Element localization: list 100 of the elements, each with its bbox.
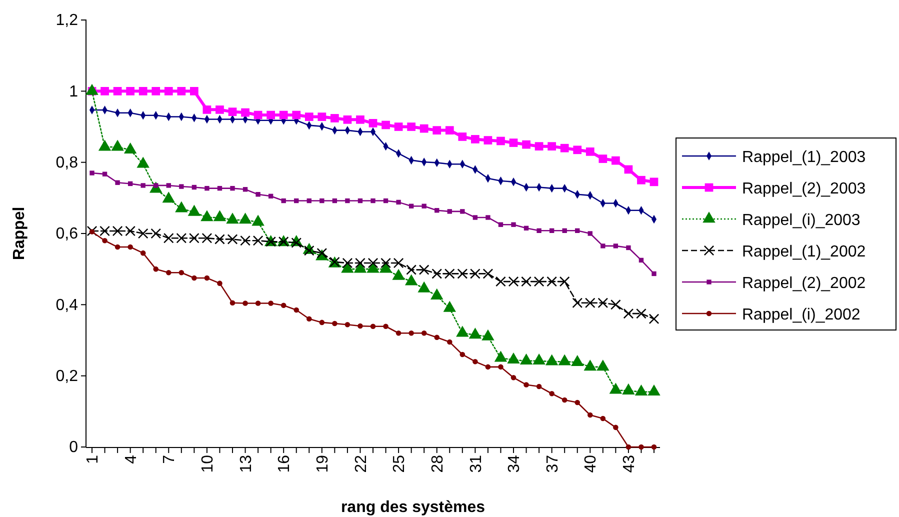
point: [253, 236, 264, 246]
point: [102, 172, 108, 176]
point: [330, 114, 339, 122]
point: [650, 178, 658, 186]
point: [536, 384, 542, 390]
legend-label: Rappel_(i)_2002: [742, 306, 860, 324]
point: [332, 198, 338, 204]
point: [562, 397, 568, 403]
x-tick-label: 31: [468, 454, 485, 473]
legend-label: Rappel_(i)_2003: [742, 212, 860, 229]
point: [166, 270, 172, 276]
point: [256, 192, 260, 197]
point: [241, 108, 250, 117]
point: [268, 300, 274, 306]
point: [572, 298, 582, 308]
point: [90, 170, 94, 176]
point: [623, 308, 634, 319]
x-tick-label: 25: [391, 454, 408, 473]
point: [588, 231, 592, 236]
point: [370, 198, 376, 204]
point: [613, 424, 618, 430]
point: [343, 115, 352, 124]
point: [242, 187, 248, 192]
point: [574, 400, 580, 406]
point: [458, 132, 467, 141]
y-axis-title: Rappel: [11, 206, 28, 260]
point: [587, 412, 593, 418]
point: [383, 198, 388, 204]
point: [128, 244, 133, 250]
point: [421, 330, 427, 336]
point: [164, 86, 173, 96]
point: [254, 110, 262, 120]
point: [573, 146, 582, 154]
point: [598, 154, 608, 163]
point: [637, 176, 646, 184]
point: [140, 250, 146, 256]
x-tick-label: 4: [122, 454, 140, 464]
point: [548, 142, 556, 151]
point: [509, 138, 518, 147]
point: [585, 298, 596, 308]
point: [368, 119, 378, 128]
point: [432, 268, 442, 279]
point: [382, 120, 390, 130]
point: [511, 222, 516, 227]
point: [138, 86, 148, 96]
point: [370, 324, 376, 330]
x-tick-label: 1: [84, 454, 102, 464]
point: [432, 126, 442, 134]
point: [394, 122, 403, 131]
point: [636, 308, 646, 319]
point: [546, 276, 557, 287]
y-tick-label: 0,6: [56, 226, 78, 243]
point: [649, 314, 659, 324]
point: [281, 198, 286, 204]
x-tick-label: 7: [161, 454, 178, 464]
point: [166, 183, 171, 188]
point: [304, 246, 314, 256]
point: [498, 364, 504, 370]
point: [460, 209, 465, 214]
point: [230, 300, 236, 306]
point: [255, 300, 261, 306]
point: [486, 215, 490, 220]
point: [202, 233, 212, 244]
point: [332, 320, 338, 326]
x-tick-label: 10: [200, 454, 217, 473]
point: [457, 268, 468, 279]
point: [446, 339, 452, 345]
point: [447, 209, 452, 214]
point: [190, 86, 198, 96]
point: [100, 226, 110, 236]
point: [408, 330, 414, 336]
point: [304, 112, 314, 121]
legend-label: Rappel_(1)_2003: [742, 149, 866, 166]
legend-label: Rappel_(1)_2002: [742, 244, 866, 260]
point: [294, 307, 300, 313]
point: [422, 204, 426, 208]
point: [472, 215, 478, 220]
point: [202, 105, 212, 114]
point: [150, 228, 161, 238]
point: [128, 181, 133, 186]
legend-label: Rappel_(2)_2002: [742, 275, 866, 292]
point: [471, 135, 480, 144]
point: [610, 300, 621, 310]
point: [152, 86, 160, 96]
point: [624, 165, 633, 174]
point: [586, 147, 594, 156]
y-tick-label: 0,8: [56, 154, 78, 172]
point: [294, 198, 299, 204]
x-tick-label: 34: [506, 454, 524, 473]
point: [280, 302, 286, 308]
point: [434, 334, 440, 340]
point: [408, 204, 414, 208]
point: [407, 122, 416, 131]
point: [575, 228, 580, 233]
point: [126, 86, 134, 96]
x-tick-label: 22: [352, 454, 370, 473]
point: [228, 108, 237, 116]
point: [562, 228, 567, 233]
point: [164, 233, 174, 244]
point: [204, 275, 210, 281]
